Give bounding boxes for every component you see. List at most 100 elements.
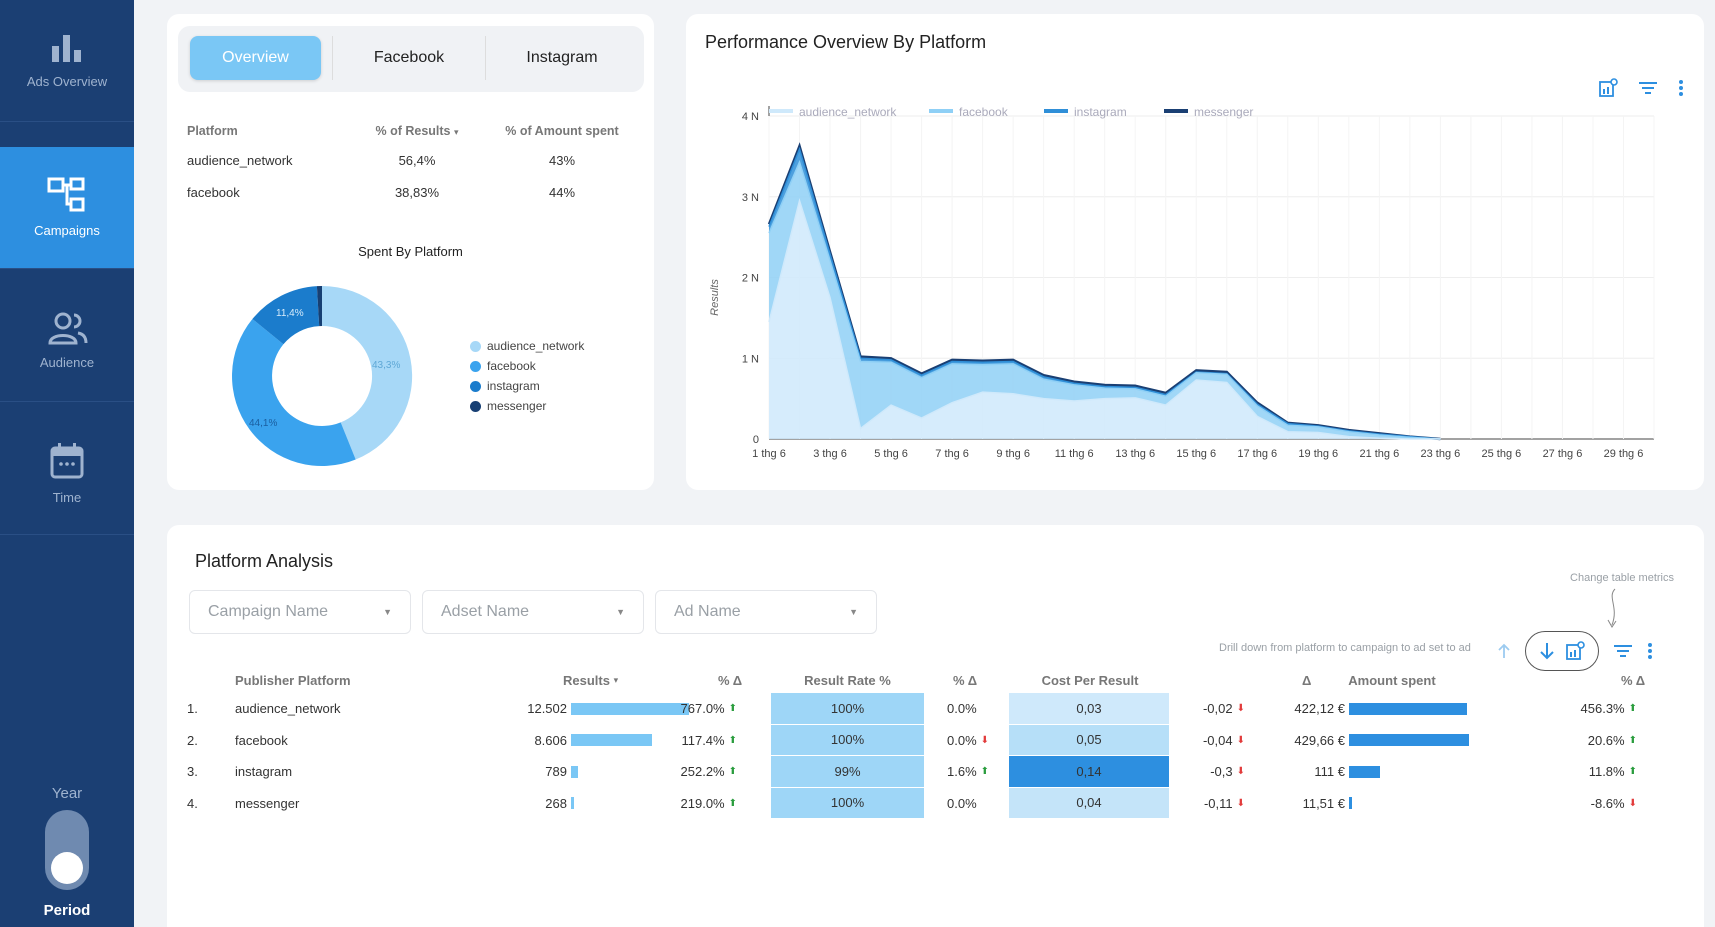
tab-instagram[interactable]: Instagram xyxy=(526,49,598,66)
column-header-results[interactable]: % of Results ▾ xyxy=(347,124,487,138)
donut-legend: audience_network facebook instagram mess… xyxy=(470,336,584,416)
legend-item[interactable]: messenger xyxy=(470,396,584,416)
table-header: Publisher Platform Results ▾ % Δ Result … xyxy=(187,667,1667,693)
results-bar-fill xyxy=(571,702,689,715)
tab-facebook[interactable]: Facebook xyxy=(373,49,445,66)
line-series-facebook xyxy=(768,159,1441,440)
column-header-rate-delta[interactable]: % Δ xyxy=(953,672,978,688)
donut-slice-messenger[interactable] xyxy=(316,285,322,327)
column-header-result-rate[interactable]: Result Rate % xyxy=(804,672,891,688)
trend-up-icon: ⬆ xyxy=(728,703,737,715)
donut-label-audience-network: 43,3% xyxy=(372,360,400,371)
cost-per-result-cell: 0,14 xyxy=(1009,756,1169,788)
y-tick-label: 0 xyxy=(753,434,759,446)
trend-down-icon: ⬇ xyxy=(980,734,990,746)
legend-label: messenger xyxy=(1194,105,1253,119)
column-header-spent-delta[interactable]: % Δ xyxy=(1621,672,1646,688)
results-bar-fill xyxy=(571,734,652,747)
column-header-amount[interactable]: % of Amount spent xyxy=(505,124,619,138)
trend-down-icon: ⬇ xyxy=(1628,797,1637,809)
x-tick-label: 7 thg 6 xyxy=(935,448,969,460)
column-header-cost-per-result[interactable]: Cost Per Result xyxy=(1041,672,1139,688)
column-header-publisher-platform[interactable]: Publisher Platform xyxy=(235,672,351,688)
delta-value: 11.8% xyxy=(1588,764,1625,780)
more-options-icon[interactable] xyxy=(1678,79,1684,97)
filter-icon[interactable] xyxy=(1638,80,1658,96)
spent-delta-cell: -8.6% ⬇ xyxy=(1487,788,1637,820)
delta-value: 0.0% xyxy=(947,701,977,717)
column-header-label: Results xyxy=(563,672,610,688)
column-header-results-delta[interactable]: % Δ xyxy=(718,672,743,688)
delta-value: -8.6% xyxy=(1590,795,1625,811)
results-cell: 789 xyxy=(545,764,567,780)
spent-bar xyxy=(1347,693,1467,725)
x-tick-label: 19 thg 6 xyxy=(1298,448,1338,460)
results-bar xyxy=(569,788,574,820)
drill-down-hint: Drill down from platform to campaign to … xyxy=(1219,642,1471,654)
result-rate-cell: 100% xyxy=(771,724,924,756)
legend-label: audience_network xyxy=(487,339,585,353)
sidebar-item-time[interactable]: Time xyxy=(0,413,134,535)
ad-name-filter[interactable]: Ad Name ▼ xyxy=(655,590,877,634)
column-header-platform[interactable]: Platform xyxy=(187,124,238,138)
donut-slice-facebook[interactable] xyxy=(232,319,356,467)
results-delta-cell: 767.0% ⬆ xyxy=(667,693,737,725)
cost-per-result-cell: 0,04 xyxy=(1009,787,1169,819)
donut-slice-instagram[interactable] xyxy=(252,286,320,345)
platform-cell: audience_network xyxy=(187,152,293,168)
donut-slice-audience-network[interactable] xyxy=(322,285,413,460)
table-row[interactable]: 1. audience_network 12.502 767.0% ⬆ 100% 0.0% 0… xyxy=(187,693,1667,725)
more-options-icon[interactable] xyxy=(1647,642,1653,660)
sidebar-item-campaigns[interactable]: Campaigns xyxy=(0,147,134,269)
column-header-label: % of Results xyxy=(375,124,451,138)
rate-delta-cell: 0.0% xyxy=(947,788,977,820)
chevron-down-icon: ▼ xyxy=(849,607,858,617)
y-tick-label: 3 N xyxy=(742,192,759,204)
column-header-cost-delta[interactable]: Δ xyxy=(1302,672,1312,688)
tab-overview[interactable]: Overview xyxy=(190,36,321,80)
delta-value: 117.4% xyxy=(681,732,725,748)
delta-value: 0.0% xyxy=(947,732,977,748)
trend-up-icon: ⬆ xyxy=(728,797,737,809)
chart-settings-icon[interactable] xyxy=(1598,78,1618,98)
spent-bar-fill xyxy=(1349,734,1469,747)
drill-up-icon[interactable] xyxy=(1497,643,1511,659)
table-row: audience_network 56,4% 43% xyxy=(187,144,637,176)
x-tick-label: 5 thg 6 xyxy=(874,448,908,460)
platform-analysis-table: Publisher Platform Results ▾ % Δ Result … xyxy=(187,667,1667,819)
column-header-results[interactable]: Results ▾ xyxy=(563,667,618,693)
cost-per-result-cell: 0,03 xyxy=(1009,693,1169,725)
table-row[interactable]: 3. instagram 789 252.2% ⬆ 99% 1.6% ⬆ 0,14 -0,3 ⬇ 11… xyxy=(187,756,1667,788)
filter-icon[interactable] xyxy=(1613,643,1633,659)
campaign-name-filter[interactable]: Campaign Name ▼ xyxy=(189,590,411,634)
platform-summary-table: Platform % of Results ▾ % of Amount spen… xyxy=(187,118,637,208)
amount-spent-cell: 11,51 € xyxy=(1302,795,1345,811)
table-row[interactable]: 4. messenger 268 219.0% ⬆ 100% 0.0% 0,04 -0,11 ⬇ 1… xyxy=(187,787,1667,820)
amount-spent-cell: 429,66 € xyxy=(1294,732,1345,748)
column-header-amount-spent[interactable]: Amount spent xyxy=(1348,672,1436,688)
bar-chart-icon xyxy=(52,35,81,62)
legend-item[interactable]: audience_network xyxy=(470,336,584,356)
sort-desc-icon: ▾ xyxy=(453,127,459,137)
legend-item[interactable]: facebook xyxy=(470,356,584,376)
adset-name-filter[interactable]: Adset Name ▼ xyxy=(422,590,644,634)
line-series-audience-network xyxy=(768,198,1441,440)
table-row[interactable]: 2. facebook 8.606 117.4% ⬆ 100% 0.0% ⬇ 0,05 -0,04… xyxy=(187,724,1667,756)
results-cell: 8.606 xyxy=(534,732,567,748)
row-index: 4. xyxy=(187,795,198,811)
sidebar-item-label: Ads Overview xyxy=(26,74,108,89)
platform-cell: facebook xyxy=(187,184,240,200)
sidebar-item-audience[interactable]: Audience xyxy=(0,280,134,402)
sidebar-item-ads-overview[interactable]: Ads Overview xyxy=(0,0,134,122)
x-tick-label: 3 thg 6 xyxy=(813,448,847,460)
period-toggle[interactable] xyxy=(45,810,89,890)
trend-down-icon: ⬇ xyxy=(1236,797,1245,809)
y-axis-label: Results xyxy=(709,279,721,316)
drill-down-icon[interactable] xyxy=(1539,642,1555,660)
amount-pct-cell: 44% xyxy=(548,184,576,200)
delta-value: 1.6% xyxy=(947,764,977,780)
y-tick-label: 2 N xyxy=(742,273,759,285)
legend-label: facebook xyxy=(959,105,1009,119)
table-metrics-icon[interactable] xyxy=(1565,641,1585,661)
legend-item[interactable]: instagram xyxy=(470,376,584,396)
